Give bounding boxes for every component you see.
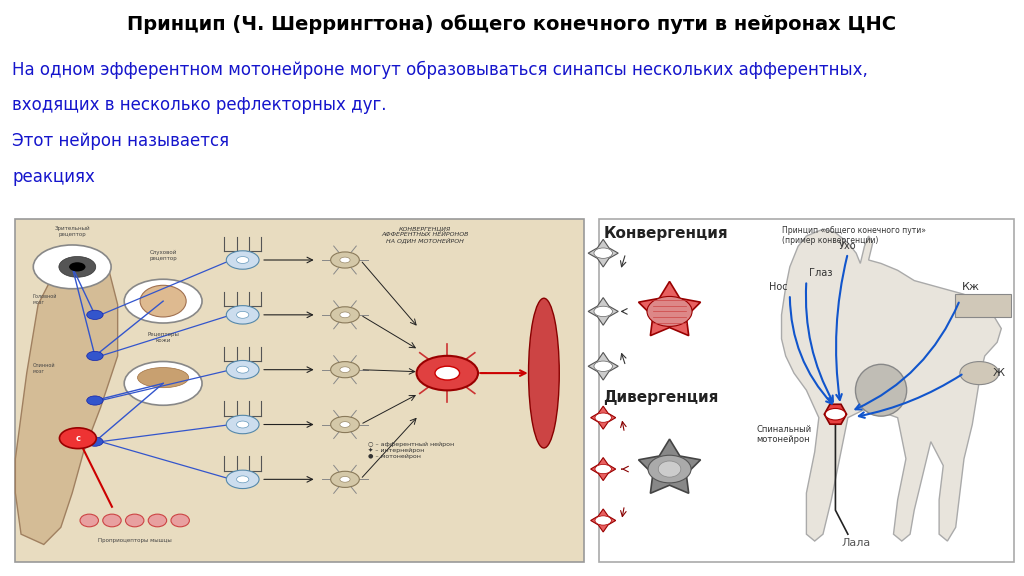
Text: Кж: Кж [962, 282, 980, 292]
Text: Спинальный
мотонейрон: Спинальный мотонейрон [757, 425, 812, 444]
Circle shape [59, 428, 96, 449]
Circle shape [417, 356, 478, 391]
Circle shape [87, 310, 103, 320]
Text: КОНВЕРГЕНЦИЯ
АФФЕРЕНТНЫХ НЕЙРОНОВ
НА ОДИН МОТОНЕЙРОН: КОНВЕРГЕНЦИЯ АФФЕРЕНТНЫХ НЕЙРОНОВ НА ОДИ… [381, 226, 468, 243]
Circle shape [331, 471, 359, 487]
Ellipse shape [959, 362, 998, 385]
Circle shape [237, 312, 249, 319]
Bar [954, 294, 1011, 317]
Circle shape [594, 306, 612, 317]
Text: Головной
мозг: Головной мозг [33, 294, 57, 305]
Text: Ж: Ж [992, 368, 1005, 378]
Ellipse shape [528, 298, 559, 448]
Circle shape [331, 362, 359, 378]
Text: Принцип (Ч. Шеррингтона) общего конечного пути в нейронах ЦНС: Принцип (Ч. Шеррингтона) общего конечног… [127, 14, 897, 34]
Polygon shape [781, 229, 1001, 541]
Circle shape [59, 256, 96, 277]
Circle shape [595, 464, 611, 473]
Ellipse shape [80, 514, 98, 527]
Polygon shape [591, 457, 615, 480]
Circle shape [594, 248, 612, 258]
Circle shape [226, 306, 259, 324]
Polygon shape [639, 282, 700, 336]
Circle shape [435, 366, 460, 380]
Text: входящих в несколько рефлекторных дуг.: входящих в несколько рефлекторных дуг. [12, 96, 387, 114]
Text: ○ – афферентный нейрон
✦ – интернейрон
● – мотонейрон: ○ – афферентный нейрон ✦ – интернейрон ●… [368, 442, 454, 460]
Text: Дивергенция: Дивергенция [603, 391, 719, 406]
Text: Рецепторы
кожи: Рецепторы кожи [147, 332, 179, 343]
Ellipse shape [648, 455, 691, 483]
Circle shape [340, 367, 350, 373]
Circle shape [340, 312, 350, 318]
Ellipse shape [855, 365, 906, 416]
Circle shape [331, 252, 359, 268]
Text: Нос: Нос [769, 282, 787, 292]
Text: с: с [76, 434, 80, 443]
Polygon shape [588, 298, 618, 325]
Circle shape [70, 262, 86, 271]
Ellipse shape [658, 461, 681, 477]
Circle shape [595, 413, 611, 422]
Circle shape [340, 257, 350, 263]
Circle shape [331, 416, 359, 433]
Text: Лала: Лала [842, 538, 870, 548]
Circle shape [226, 361, 259, 379]
Circle shape [124, 362, 202, 406]
Text: Глаз: Глаз [809, 268, 833, 278]
Circle shape [594, 361, 612, 372]
Circle shape [340, 422, 350, 427]
Circle shape [87, 396, 103, 405]
Circle shape [87, 437, 103, 446]
Circle shape [595, 516, 611, 525]
Ellipse shape [148, 514, 167, 527]
Polygon shape [588, 240, 618, 267]
Polygon shape [588, 353, 618, 380]
Text: Этот нейрон называется: Этот нейрон называется [12, 132, 234, 150]
Ellipse shape [137, 367, 188, 388]
Bar [599, 219, 1014, 562]
Circle shape [331, 307, 359, 323]
Polygon shape [639, 439, 700, 493]
Polygon shape [591, 509, 615, 532]
Ellipse shape [102, 514, 121, 527]
Ellipse shape [140, 285, 186, 317]
Polygon shape [591, 406, 615, 429]
Ellipse shape [647, 297, 692, 327]
Text: Принцип «общего конечного пути»
(пример конвергенции): Принцип «общего конечного пути» (пример … [781, 226, 926, 245]
Polygon shape [15, 247, 118, 544]
Text: Конвергенция: Конвергенция [603, 226, 728, 241]
Circle shape [87, 351, 103, 361]
Circle shape [237, 256, 249, 263]
Circle shape [237, 421, 249, 428]
Circle shape [237, 476, 249, 483]
Text: На одном эфферентном мотонейроне могут образовываться синапсы нескольких афферен: На одном эфферентном мотонейроне могут о… [12, 60, 868, 79]
Ellipse shape [171, 514, 189, 527]
Circle shape [124, 279, 202, 323]
Polygon shape [824, 404, 847, 424]
Text: Зрительный
рецептор: Зрительный рецептор [54, 226, 90, 237]
Circle shape [226, 415, 259, 434]
Circle shape [237, 366, 249, 373]
Text: Ухо: Ухо [839, 241, 857, 251]
Text: реакциях: реакциях [12, 168, 95, 185]
Bar [15, 219, 584, 562]
Circle shape [825, 408, 846, 420]
Circle shape [33, 245, 112, 289]
Circle shape [340, 476, 350, 482]
Circle shape [226, 470, 259, 488]
Ellipse shape [126, 514, 144, 527]
Text: Проприоцепторы мышцы: Проприоцепторы мышцы [98, 537, 172, 543]
Circle shape [226, 251, 259, 269]
Text: Слуховой
рецептор: Слуховой рецептор [150, 250, 177, 261]
Text: Спинной
мозг: Спинной мозг [33, 363, 55, 374]
